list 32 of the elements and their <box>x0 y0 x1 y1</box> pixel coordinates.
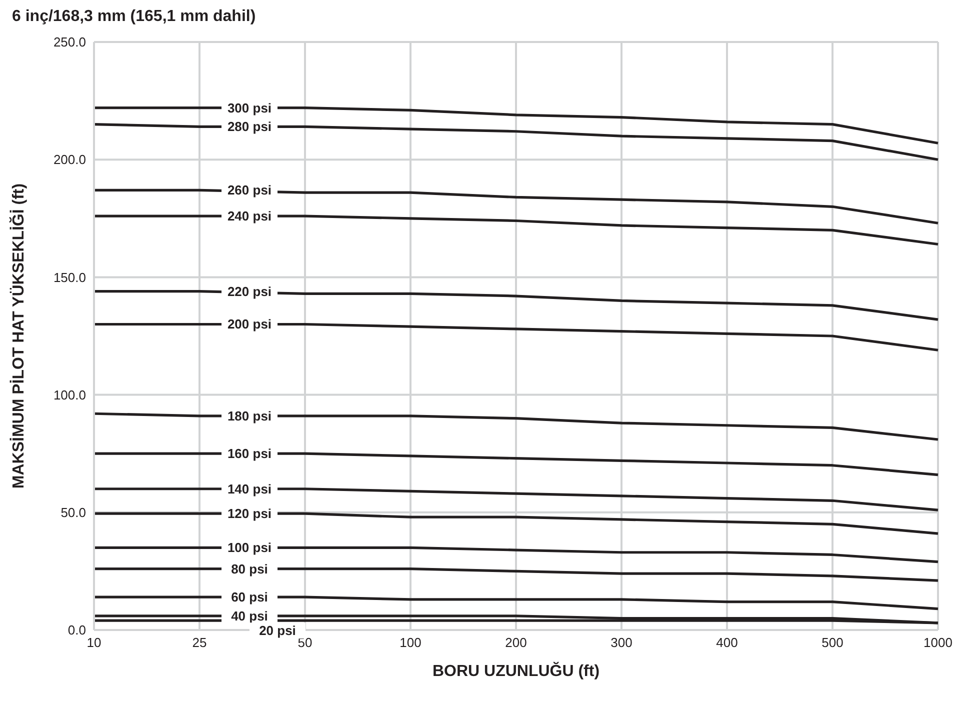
x-tick-label: 10 <box>86 635 102 650</box>
series-label: 160 psi <box>227 446 272 462</box>
series-label: 300 psi <box>227 100 272 116</box>
series-label: 240 psi <box>227 208 272 224</box>
series-label: 180 psi <box>227 408 272 424</box>
x-tick-label: 25 <box>192 635 207 650</box>
series-label: 80 psi <box>231 561 268 576</box>
y-tick-label: 250.0 <box>53 34 86 50</box>
y-tick-label: 150.0 <box>53 270 86 285</box>
y-tick-label: 0.0 <box>68 622 86 638</box>
series-label: 220 psi <box>227 284 272 299</box>
y-tick-label: 200.0 <box>53 152 86 168</box>
x-axis-title: BORU UZUNLUĞU (ft) <box>432 661 600 680</box>
series-label: 40 psi <box>231 608 268 624</box>
y-tick-label: 50.0 <box>60 505 86 520</box>
x-tick-label: 200 <box>505 635 527 650</box>
series-label: 120 psi <box>227 506 272 522</box>
series-label: 100 psi <box>227 540 272 556</box>
y-axis-title: MAKSİMUM PİLOT HAT YÜKSEKLİĞİ (ft) <box>8 183 28 489</box>
series-label: 260 psi <box>227 182 272 198</box>
x-tick-label: 100 <box>400 635 422 650</box>
series-label: 280 psi <box>227 119 272 134</box>
x-tick-label: 300 <box>610 635 632 650</box>
series-label: 20 psi <box>259 623 296 638</box>
x-tick-label: 400 <box>716 635 738 650</box>
x-tick-label: 500 <box>822 635 844 650</box>
x-tick-label: 1000 <box>924 635 952 650</box>
series-label: 200 psi <box>227 316 272 332</box>
series-label: 60 psi <box>231 590 268 605</box>
chart-title: 6 inç/168,3 mm (165,1 mm dahil) <box>11 8 257 27</box>
y-tick-label: 100.0 <box>53 387 86 402</box>
series-label: 140 psi <box>227 481 272 496</box>
